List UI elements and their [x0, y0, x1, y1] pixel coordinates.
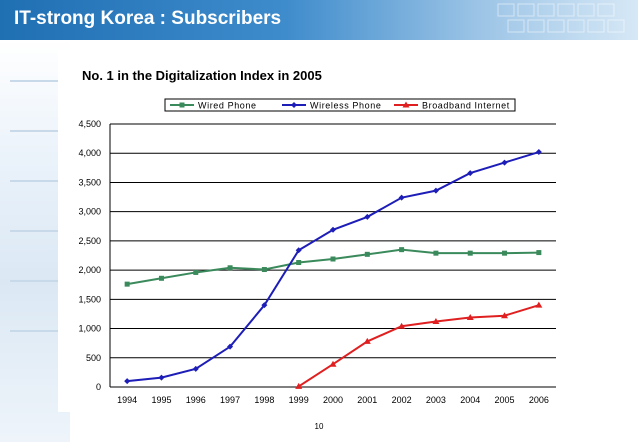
x-tick-label: 2004: [460, 395, 480, 405]
x-tick-label: 2005: [495, 395, 515, 405]
data-point-marker: [330, 226, 336, 233]
data-point-marker: [291, 102, 297, 108]
x-tick-label: 2002: [392, 395, 412, 405]
x-tick-label: 1998: [254, 395, 274, 405]
slide-title: IT-strong Korea : Subscribers: [14, 8, 282, 29]
x-tick-label: 2006: [529, 395, 549, 405]
y-tick-label: 500: [86, 353, 101, 363]
chart-title: No. 1 in the Digitalization Index in 200…: [82, 68, 322, 83]
data-point-marker: [402, 101, 410, 108]
data-point-marker: [124, 281, 130, 287]
data-point-marker: [536, 250, 542, 256]
data-point-marker: [227, 343, 234, 350]
series-line-wireless-phone: [127, 151, 540, 383]
y-tick-label: 0: [96, 382, 101, 392]
slide-header: IT-strong Korea : Subscribers: [0, 0, 638, 40]
series-line-broadband-internet: [298, 304, 540, 388]
x-tick-label: 1999: [289, 395, 309, 405]
data-point-marker: [502, 250, 508, 256]
x-tick-label: 2003: [426, 395, 446, 405]
data-point-marker: [158, 275, 164, 281]
y-tick-label: 2,500: [78, 236, 101, 246]
y-tick-label: 3,500: [78, 177, 101, 187]
data-point-marker: [535, 149, 542, 156]
x-tick-label: 1996: [186, 395, 206, 405]
data-point-marker: [433, 250, 439, 256]
data-point-marker: [296, 260, 302, 266]
data-point-marker: [158, 374, 165, 381]
data-point-marker: [535, 301, 543, 308]
data-point-marker: [467, 250, 473, 256]
data-point-marker: [329, 360, 337, 367]
data-point-marker: [261, 267, 267, 273]
x-tick-label: 1997: [220, 395, 240, 405]
data-point-marker: [466, 313, 474, 320]
data-point-marker: [192, 365, 199, 372]
y-tick-label: 3,000: [78, 207, 101, 217]
data-point-marker: [330, 256, 336, 262]
legend-entry: Wireless Phone: [310, 101, 381, 111]
data-point-marker: [399, 247, 405, 253]
y-tick-label: 2,000: [78, 265, 101, 275]
keyboard-decoration: [488, 0, 638, 40]
legend-entry: Broadband Internet: [422, 101, 510, 111]
keyboard-decoration-graphic: [497, 3, 625, 33]
page-number: 10: [314, 422, 324, 431]
data-point-marker: [432, 318, 440, 325]
y-tick-label: 4,000: [78, 148, 101, 158]
data-point-marker: [398, 194, 405, 201]
data-point-marker: [363, 337, 371, 344]
y-tick-label: 4,500: [78, 119, 101, 129]
x-tick-label: 1994: [117, 395, 137, 405]
legend-box: [164, 98, 516, 112]
data-point-marker: [364, 251, 370, 257]
legend-entry: Wired Phone: [198, 101, 257, 111]
data-point-marker: [432, 187, 439, 194]
data-point-marker: [124, 378, 131, 385]
x-tick-label: 2000: [323, 395, 343, 405]
x-tick-label: 1995: [151, 395, 171, 405]
data-point-marker: [179, 102, 185, 108]
data-point-marker: [467, 170, 474, 177]
data-point-marker: [364, 213, 371, 220]
data-point-marker: [261, 302, 268, 309]
data-point-marker: [193, 269, 199, 275]
data-point-marker: [227, 265, 233, 271]
data-point-marker: [501, 159, 508, 166]
y-tick-label: 1,000: [78, 324, 101, 334]
series-line-wired-phone: [126, 248, 539, 286]
data-point-marker: [501, 312, 509, 319]
data-point-marker: [398, 322, 406, 329]
y-tick-label: 1,500: [78, 294, 101, 304]
data-point-marker: [295, 247, 302, 254]
data-point-marker: [295, 382, 303, 389]
x-tick-label: 2001: [357, 395, 377, 405]
